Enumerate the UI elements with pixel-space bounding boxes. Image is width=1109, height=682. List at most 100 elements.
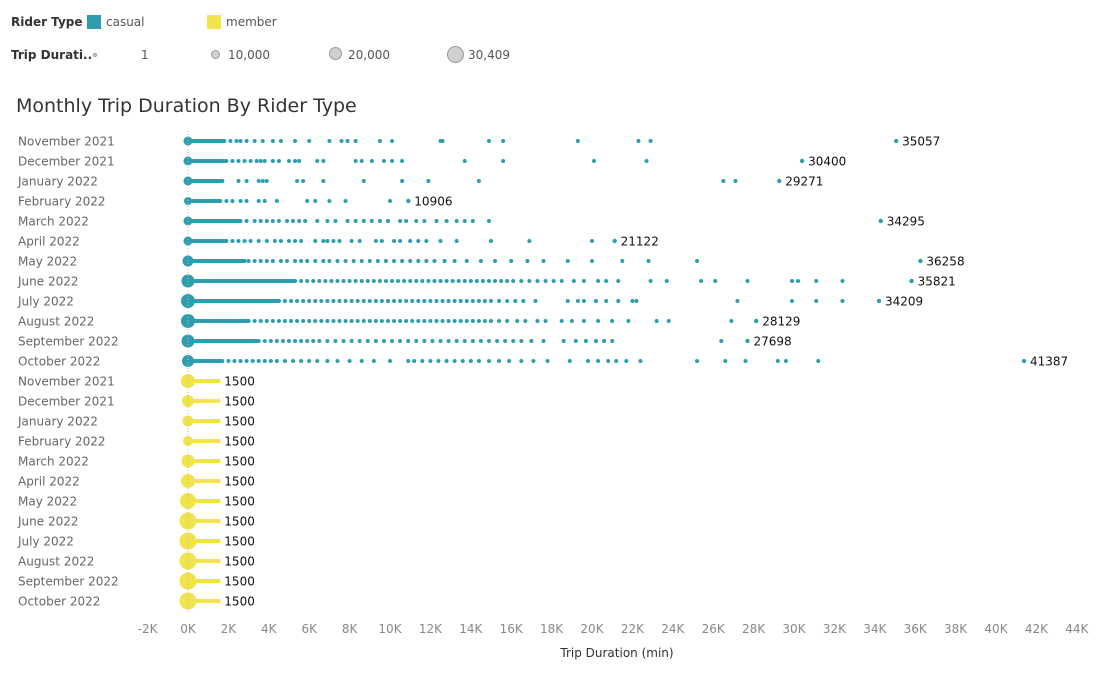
data-point bbox=[343, 259, 348, 263]
data-point bbox=[596, 359, 601, 363]
data-point bbox=[377, 279, 382, 283]
row-member-2: January 2022 1500 bbox=[17, 415, 255, 429]
data-point bbox=[444, 219, 449, 223]
data-point bbox=[476, 299, 481, 303]
data-point bbox=[535, 279, 540, 283]
data-point bbox=[357, 339, 362, 343]
data-point bbox=[299, 279, 304, 283]
data-point bbox=[264, 179, 269, 183]
data-point bbox=[426, 279, 431, 283]
data-point bbox=[493, 259, 498, 263]
data-point bbox=[331, 299, 336, 303]
row-member-4: March 2022 1500 bbox=[18, 454, 255, 469]
data-point bbox=[325, 339, 330, 343]
data-point bbox=[585, 359, 590, 363]
data-point bbox=[349, 319, 354, 323]
row-member-7: June 2022 1500 bbox=[17, 512, 255, 530]
legend-label-member[interactable]: member bbox=[226, 15, 277, 29]
data-point bbox=[796, 279, 801, 283]
x-tick-label: 36K bbox=[904, 622, 928, 636]
row-label: September 2022 bbox=[18, 575, 119, 589]
data-point bbox=[307, 319, 312, 323]
x-tick-label: 28K bbox=[742, 622, 766, 636]
row-member-8: July 2022 1500 bbox=[17, 532, 255, 550]
max-label: 34295 bbox=[887, 215, 925, 229]
data-point bbox=[274, 199, 279, 203]
data-point bbox=[373, 339, 378, 343]
data-point bbox=[385, 299, 390, 303]
max-point bbox=[878, 218, 883, 224]
data-point bbox=[287, 239, 291, 243]
data-point bbox=[482, 299, 487, 303]
data-point bbox=[307, 299, 312, 303]
data-point bbox=[450, 279, 455, 283]
data-point bbox=[315, 159, 320, 163]
data-point bbox=[244, 359, 249, 363]
max-label: 30400 bbox=[808, 155, 846, 169]
data-point bbox=[525, 259, 530, 263]
data-point bbox=[353, 159, 358, 163]
data-point bbox=[646, 259, 651, 263]
data-point bbox=[543, 319, 548, 323]
data-point bbox=[248, 239, 253, 243]
data-point bbox=[408, 239, 413, 243]
size-bubble bbox=[179, 592, 197, 610]
max-point bbox=[216, 438, 221, 444]
data-point bbox=[258, 159, 263, 163]
data-point bbox=[305, 199, 310, 203]
data-point bbox=[581, 319, 586, 323]
size-bubble bbox=[182, 355, 194, 367]
size-bubble bbox=[183, 176, 193, 186]
data-point bbox=[335, 259, 340, 263]
data-point bbox=[414, 339, 419, 343]
data-point bbox=[355, 299, 360, 303]
row-member-3: February 2022 1500 bbox=[18, 435, 255, 449]
max-point bbox=[216, 418, 221, 424]
legend-label-casual[interactable]: casual bbox=[106, 15, 145, 29]
data-point bbox=[373, 299, 378, 303]
data-point bbox=[789, 299, 794, 303]
data-point bbox=[228, 139, 233, 143]
data-point bbox=[244, 199, 249, 203]
data-point bbox=[305, 339, 310, 343]
data-point bbox=[644, 159, 649, 163]
legend-size-circle-1 bbox=[93, 53, 97, 57]
data-point bbox=[424, 259, 429, 263]
row-label: February 2022 bbox=[18, 435, 106, 449]
data-point bbox=[594, 339, 599, 343]
legend-swatch-member[interactable] bbox=[207, 15, 221, 29]
max-label: 34209 bbox=[885, 295, 923, 309]
row-label: November 2021 bbox=[18, 375, 115, 389]
max-point bbox=[777, 178, 782, 184]
data-point bbox=[343, 199, 348, 203]
row-label: April 2022 bbox=[18, 475, 80, 489]
legend-swatch-casual[interactable] bbox=[87, 15, 101, 29]
data-point bbox=[371, 279, 376, 283]
data-point bbox=[458, 299, 463, 303]
row-casual-9: August 2022 28129 bbox=[18, 314, 800, 329]
data-point bbox=[438, 279, 443, 283]
x-tick-label: 18K bbox=[540, 622, 564, 636]
data-point bbox=[422, 319, 427, 323]
data-point bbox=[489, 299, 493, 303]
row-casual-5: April 2022 21122 bbox=[18, 235, 659, 249]
row-label: January 2022 bbox=[17, 175, 98, 189]
data-point bbox=[495, 339, 500, 343]
data-point bbox=[416, 259, 421, 263]
data-point bbox=[242, 159, 247, 163]
data-point bbox=[359, 259, 364, 263]
data-point bbox=[373, 319, 378, 323]
data-point bbox=[432, 259, 437, 263]
data-point bbox=[424, 239, 429, 243]
data-point bbox=[428, 359, 433, 363]
max-point bbox=[918, 258, 923, 264]
data-point bbox=[729, 319, 734, 323]
data-point bbox=[541, 339, 546, 343]
max-label: 1500 bbox=[224, 415, 255, 429]
data-point bbox=[416, 319, 421, 323]
data-point bbox=[359, 279, 364, 283]
data-point bbox=[383, 279, 388, 283]
data-point bbox=[375, 259, 380, 263]
data-point bbox=[398, 239, 403, 243]
data-point bbox=[630, 299, 635, 303]
